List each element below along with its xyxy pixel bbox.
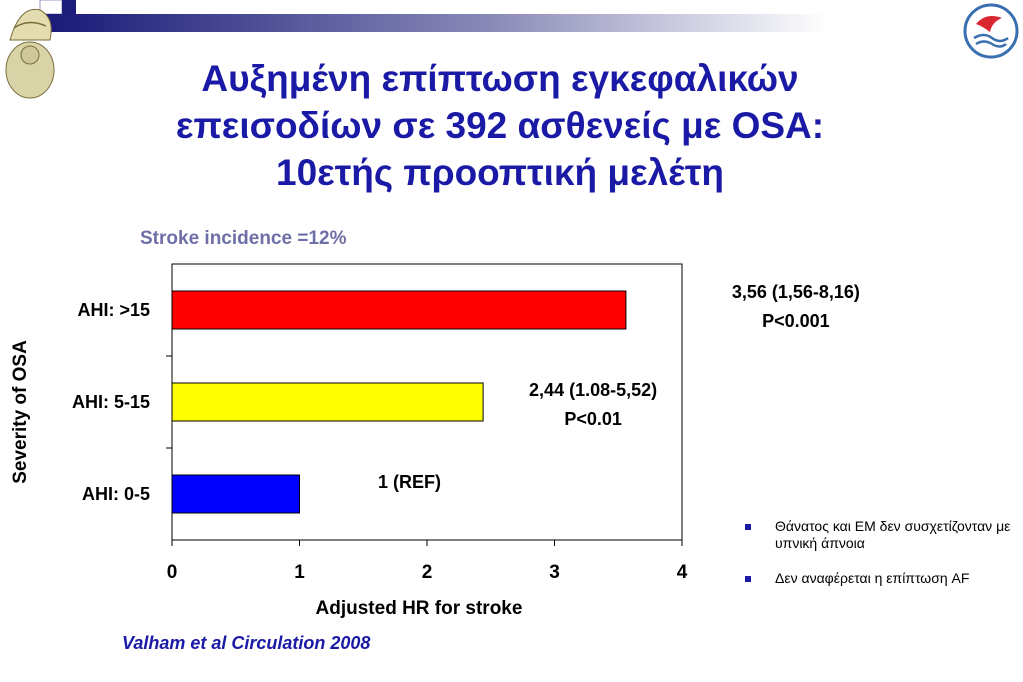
- x-tick-label: 4: [677, 562, 688, 583]
- bar: [171, 290, 627, 330]
- category-label: AHI: 0-5: [82, 484, 150, 504]
- category-label: AHI: >15: [77, 300, 150, 320]
- chart-subtitle: Stroke incidence =12%: [140, 228, 347, 249]
- y-axis-label: Severity of OSA: [10, 340, 31, 484]
- institution-logo: [963, 3, 1019, 59]
- bar: [171, 382, 484, 422]
- title-line: 10ετής προοπτική μελέτη: [276, 152, 724, 193]
- athena-statue-logo: [5, 8, 55, 99]
- data-label: 2,44 (1.08-5,52): [529, 380, 657, 400]
- category-label: AHI: 5-15: [72, 392, 150, 412]
- list-item: Δεν αναφέρεται η επίπτωση AF: [742, 570, 1012, 587]
- header-gradient-strip: [39, 0, 1020, 32]
- data-label: 3,56 (1,56-8,16): [732, 282, 860, 302]
- data-label: 1 (REF): [378, 472, 441, 492]
- x-tick-label: 0: [167, 562, 178, 583]
- citation: Valham et al Circulation 2008: [122, 633, 371, 653]
- x-axis-label: Adjusted HR for stroke: [316, 598, 523, 619]
- title-line: Αυξημένη επίπτωση εγκεφαλικών: [201, 58, 799, 99]
- data-label: P<0.01: [564, 409, 622, 429]
- x-tick-label: 1: [294, 562, 305, 583]
- bar: [171, 474, 300, 514]
- square-bullet-icon: [745, 524, 751, 530]
- title-line: επεισοδίων σε 392 ασθενείς με OSA:: [175, 105, 825, 146]
- x-tick-label: 2: [422, 562, 433, 583]
- notes-list: Θάνατος και ΕΜ δεν συσχετίζονταν με υπνι…: [742, 518, 1012, 605]
- list-item: Θάνατος και ΕΜ δεν συσχετίζονταν με υπνι…: [742, 518, 1012, 552]
- data-label: P<0.001: [762, 311, 830, 331]
- square-bullet-icon: [745, 576, 751, 582]
- note-text: Δεν αναφέρεται η επίπτωση AF: [775, 570, 970, 586]
- slide-title: Αυξημένη επίπτωση εγκεφαλικών επεισοδίων…: [80, 55, 920, 196]
- hazard-ratio-bar-chart: AHI: >15 3,56 (1,56-8,16) P<0.001 AHI: 5-15…: [10, 263, 860, 619]
- note-text: Θάνατος και ΕΜ δεν συσχετίζονταν με υπνι…: [775, 518, 1011, 551]
- x-tick-label: 3: [549, 562, 560, 583]
